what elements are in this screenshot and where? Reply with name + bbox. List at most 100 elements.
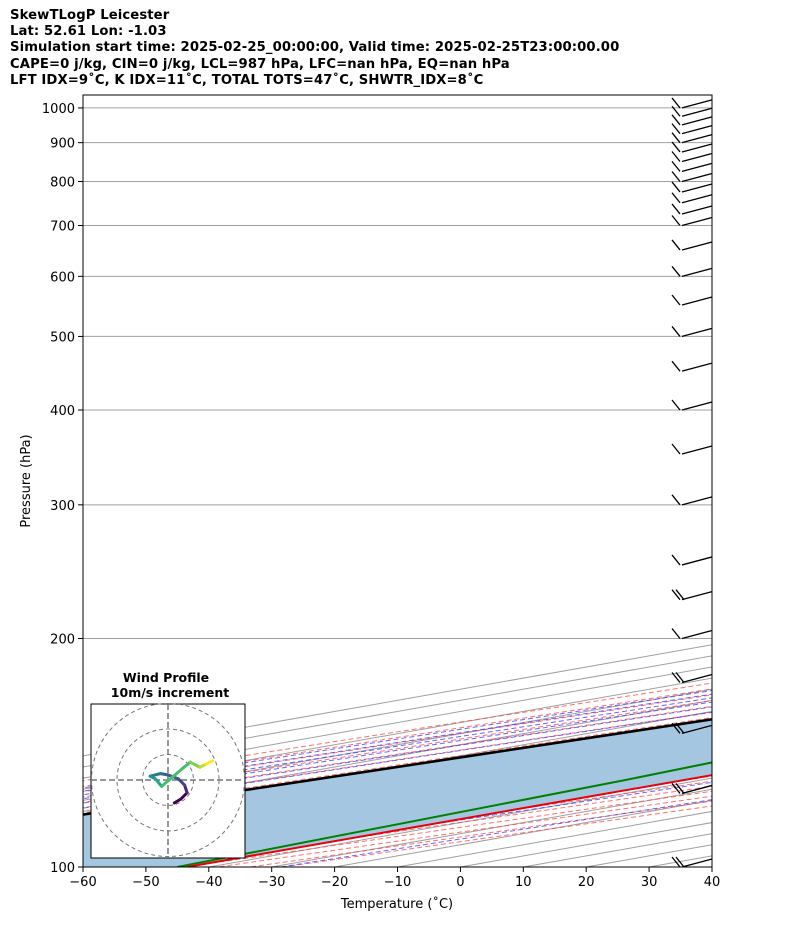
- wind-barb: [671, 171, 713, 183]
- wind-barb: [671, 123, 713, 135]
- wind-barb: [671, 192, 713, 204]
- barb-flag: [675, 856, 685, 868]
- barb-staff: [681, 267, 713, 277]
- barb-staff: [681, 241, 713, 251]
- barb-staff: [681, 784, 713, 795]
- barb-staff: [681, 724, 713, 734]
- wind-barb: [671, 294, 713, 306]
- axis-ticks: −60 −50 −40 −30 −20 −10 0 10 20 30 40 1000 900 800 700…: [42, 102, 720, 890]
- wind-barb: [671, 722, 713, 734]
- y-axis-label: Pressure (hPa): [19, 434, 34, 527]
- wind-barb: [671, 215, 713, 227]
- x-axis-label: Temperature (˚C): [340, 896, 453, 912]
- barb-flag: [671, 114, 681, 126]
- y-tick-label: 1000: [42, 102, 75, 117]
- wind-barb: [671, 783, 713, 795]
- barb-flag: [671, 443, 681, 455]
- hodograph-segment: [160, 765, 186, 788]
- x-tick-label: −10: [384, 875, 411, 890]
- wind-barb: [671, 132, 713, 144]
- wind-barb: [671, 97, 713, 109]
- barb-staff: [681, 327, 713, 338]
- barb-flag: [675, 589, 685, 601]
- inset-subtitle: 10m/s increment: [111, 685, 229, 700]
- isotherm: [83, 710, 712, 824]
- y-tick-label: 700: [50, 220, 75, 235]
- index-line: LFT IDX=9˚C, K IDX=11˚C, TOTAL TOTS=47˚C…: [10, 73, 484, 88]
- wind-barb: [671, 239, 713, 251]
- x-tick-label: 0: [456, 875, 464, 890]
- barb-staff: [681, 152, 713, 163]
- barb-flag: [671, 105, 681, 117]
- y-tick-label: 800: [50, 175, 75, 190]
- x-tick-label: −50: [132, 875, 159, 890]
- x-tick-label: 40: [704, 875, 721, 890]
- barb-flag: [675, 722, 685, 734]
- wind-barb: [671, 360, 713, 372]
- barb-flag: [671, 181, 681, 193]
- hodograph-segment: [204, 759, 215, 766]
- isotherm: [83, 666, 712, 779]
- wind-barb: [671, 856, 713, 868]
- barb-flag: [671, 294, 681, 306]
- barb-flag: [671, 554, 681, 566]
- barb-flag: [671, 192, 681, 204]
- wind-barb: [671, 589, 713, 601]
- barb-flag: [671, 171, 681, 182]
- wind-barb: [671, 628, 713, 640]
- barb-staff: [681, 116, 713, 126]
- isotherm: [711, 866, 712, 867]
- wind-barb: [671, 114, 713, 126]
- wind-barb: [671, 160, 713, 172]
- barb-staff: [681, 99, 713, 109]
- barb-staff: [681, 496, 713, 506]
- barb-staff: [681, 296, 713, 306]
- wind-barb: [671, 141, 713, 153]
- x-tick-label: −30: [258, 875, 285, 890]
- hodograph-segment: [179, 791, 189, 801]
- barb-staff: [681, 629, 713, 640]
- wind-barb: [671, 105, 713, 117]
- barb-staff: [681, 591, 713, 601]
- hodograph-segment: [153, 777, 164, 788]
- inset-title: Wind Profile: [123, 670, 209, 685]
- barb-flag: [671, 360, 681, 372]
- x-tick-label: −60: [69, 875, 96, 890]
- time-line: Simulation start time: 2025-02-25_00:00:…: [10, 40, 620, 55]
- barb-flag: [671, 628, 681, 639]
- isotherm: [83, 699, 712, 812]
- barb-staff: [681, 205, 713, 215]
- y-tick-label: 600: [50, 270, 75, 285]
- wind-barb: [671, 203, 713, 215]
- barb-staff: [681, 183, 713, 193]
- barb-flag: [671, 856, 681, 868]
- x-tick-label: 10: [515, 875, 532, 890]
- barb-staff: [681, 556, 713, 566]
- barb-staff: [681, 445, 713, 455]
- barb-flag: [671, 589, 681, 601]
- barb-flag: [671, 399, 681, 411]
- x-tick-label: −20: [321, 875, 348, 890]
- location-line: Lat: 52.61 Lon: -1.03: [10, 24, 167, 39]
- barb-staff: [681, 134, 713, 144]
- hodograph-segment: [188, 760, 202, 769]
- barb-flag: [671, 160, 681, 172]
- barb-flag: [671, 132, 681, 144]
- barb-flag: [671, 494, 681, 506]
- barb-flag: [671, 123, 681, 135]
- barb-flag: [671, 215, 681, 226]
- barb-staff: [681, 172, 713, 183]
- barb-staff: [681, 125, 713, 135]
- x-tick-label: 20: [578, 875, 595, 890]
- x-tick-label: −40: [195, 875, 222, 890]
- y-tick-label: 900: [50, 137, 75, 152]
- wind-barb: [671, 181, 713, 193]
- barb-flag: [671, 97, 681, 109]
- barb-flag: [671, 783, 681, 794]
- isotherm: [83, 688, 712, 801]
- y-tick-label: 300: [50, 499, 75, 514]
- barb-staff: [681, 107, 713, 117]
- wind-barb: [671, 672, 713, 684]
- isotherm: [775, 95, 794, 867]
